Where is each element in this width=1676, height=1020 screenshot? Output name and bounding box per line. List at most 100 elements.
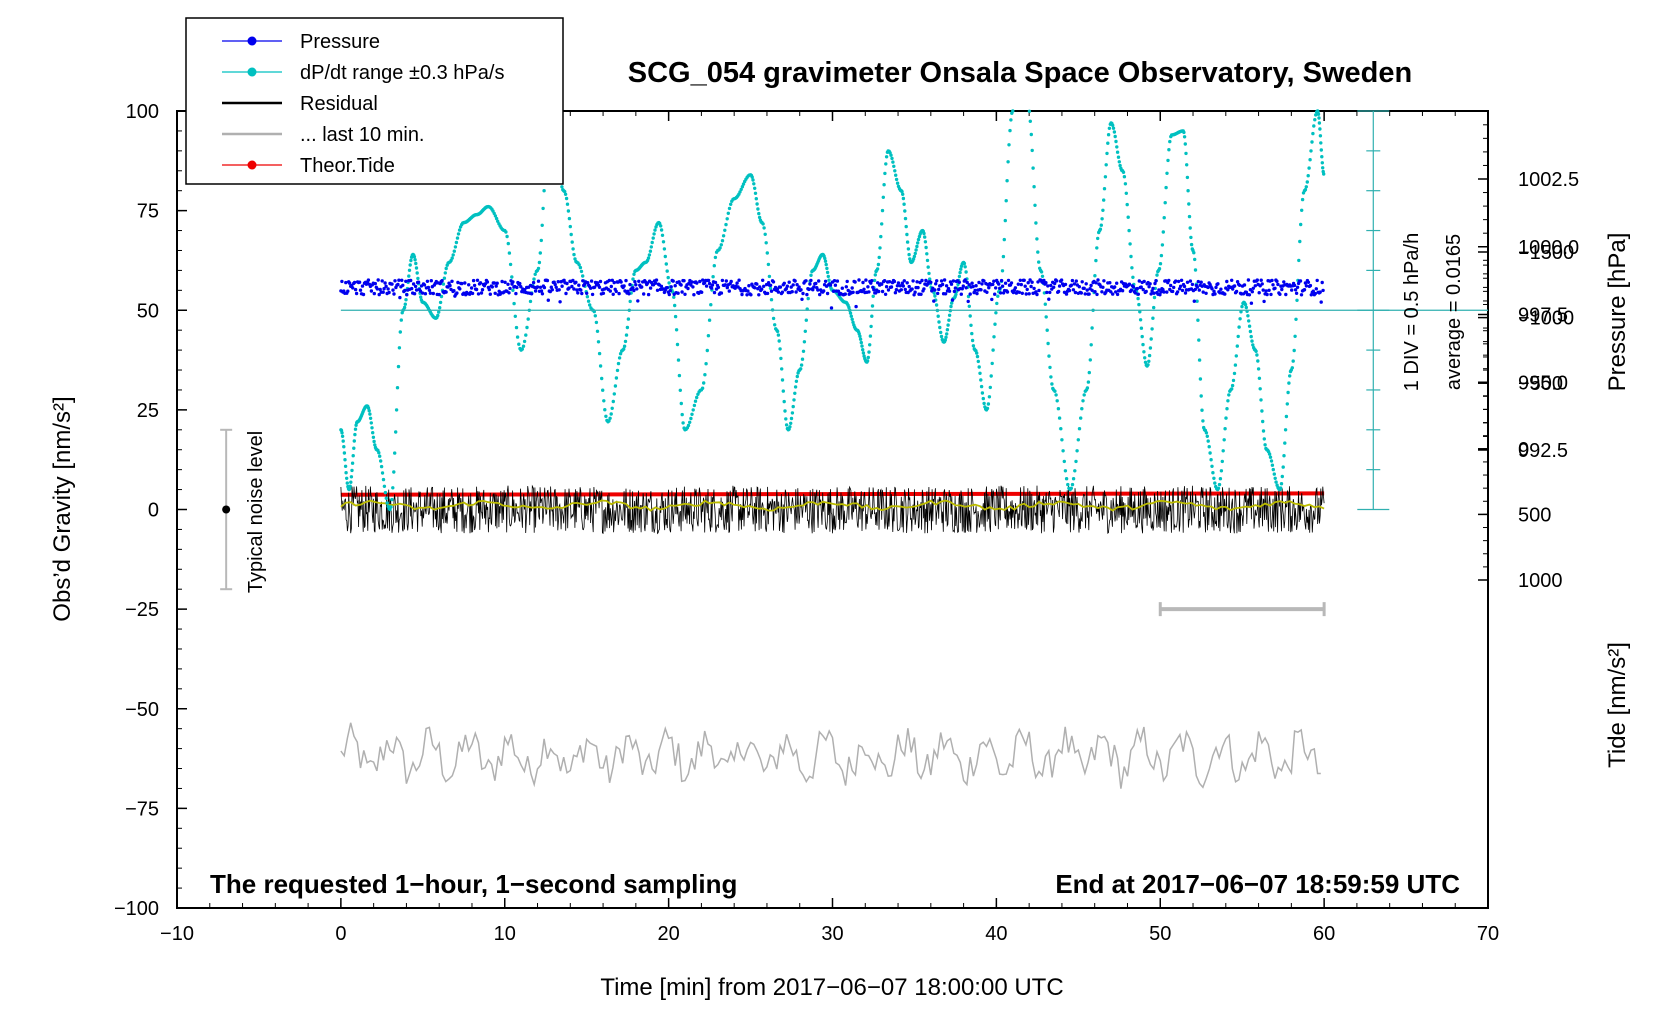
dpdt-point: [1125, 202, 1129, 207]
pressure-point: [812, 285, 816, 289]
dpdt-point: [1069, 486, 1074, 490]
dpdt-point: [1186, 189, 1190, 193]
dpdt-point: [507, 251, 512, 255]
x-tick-label: 30: [821, 923, 843, 945]
dpdt-point: [1211, 471, 1215, 475]
dpdt-point: [780, 378, 785, 382]
pressure-point: [1292, 283, 1297, 288]
dpdt-point: [454, 240, 459, 245]
legend-marker: [247, 67, 257, 77]
pressure-point: [922, 287, 926, 291]
dpdt-point: [882, 183, 886, 187]
pressure-point: [628, 282, 632, 287]
dpdt-point: [1088, 358, 1093, 362]
pressure-point: [635, 287, 639, 291]
pressure-point: [880, 282, 884, 286]
residual-smoothed-series: [340, 499, 1325, 512]
dpdt-point: [439, 294, 444, 299]
pressure-point: [571, 278, 575, 283]
pressure-point: [1196, 279, 1201, 284]
pressure-point: [380, 279, 384, 283]
dpdt-point: [933, 294, 937, 298]
pressure-point: [959, 292, 963, 296]
pressure-point: [655, 288, 660, 292]
pressure-point: [1120, 289, 1125, 293]
dpdt-point: [579, 269, 584, 274]
y-tick-label: 0: [148, 500, 159, 522]
dpdt-point: [1040, 274, 1045, 278]
dpdt-point: [893, 169, 897, 173]
pressure-point: [580, 291, 584, 296]
pressure-point: [797, 285, 801, 289]
pressure-point: [835, 279, 840, 283]
dpdt-point: [661, 240, 666, 244]
residual-series: [340, 484, 1325, 535]
pressure-point: [1100, 290, 1104, 294]
dpdt-point: [1213, 481, 1217, 485]
pressure-point: [924, 278, 928, 283]
pressure-point: [567, 286, 571, 290]
dpdt-point: [875, 267, 880, 271]
dpdt-point: [1271, 467, 1276, 472]
dpdt-point: [1251, 343, 1255, 347]
pressure-point: [642, 292, 646, 296]
dpdt-point: [979, 378, 983, 382]
pressure-point: [686, 286, 690, 291]
pressure-point: [1318, 290, 1322, 294]
dpdt-point: [992, 335, 996, 339]
dpdt-point: [600, 376, 604, 381]
pressure-point: [973, 288, 977, 293]
dpdt-point: [1106, 133, 1111, 137]
pressure-point: [1049, 283, 1053, 288]
pressure-point: [899, 288, 903, 292]
pressure-point: [965, 280, 969, 285]
dpdt-point: [914, 248, 918, 252]
pressure-point: [940, 282, 945, 287]
pressure-point: [1037, 288, 1041, 293]
dpdt-point: [679, 401, 683, 406]
pressure-point: [883, 292, 888, 296]
pressure-point: [747, 284, 751, 288]
pressure-point: [1154, 279, 1158, 283]
pressure-point: [1005, 290, 1010, 294]
pressure-point: [765, 291, 770, 296]
dpdt-point: [1009, 118, 1013, 122]
pressure-point: [1101, 285, 1105, 289]
dpdt-point: [542, 189, 546, 193]
tide-tick-label: 0: [1518, 439, 1529, 461]
pressure-point: [949, 282, 954, 286]
dpdt-point: [409, 258, 413, 263]
pressure-point: [627, 292, 631, 296]
dpdt-point: [608, 416, 612, 420]
dpdt-point: [345, 476, 349, 480]
pressure-point: [680, 290, 684, 294]
pressure-point: [1311, 289, 1316, 293]
pressure-point: [832, 279, 837, 283]
pressure-point: [999, 278, 1004, 283]
dpdt-point: [1260, 409, 1264, 413]
pressure-point: [787, 280, 791, 284]
pressure-point: [902, 279, 906, 283]
legend-box: [185, 17, 564, 185]
dpdt-point: [1033, 203, 1037, 207]
dpdt-point: [1312, 124, 1316, 128]
pressure-point: [539, 289, 544, 293]
pressure-point: [549, 285, 553, 289]
dpdt-point: [1227, 393, 1231, 397]
dpdt-point: [1307, 166, 1311, 170]
x-tick-label: 50: [1149, 923, 1171, 945]
dpdt-point: [512, 301, 516, 306]
dpdt-point: [877, 255, 881, 260]
pressure-point: [1087, 292, 1091, 296]
dpdt-point: [962, 261, 967, 266]
dpdt-point: [721, 234, 726, 238]
dpdt-point: [395, 386, 400, 390]
pressure-point: [782, 281, 786, 285]
dpdt-point: [880, 208, 885, 213]
pressure-point: [823, 279, 828, 283]
pressure-point: [423, 292, 428, 296]
dpdt-point: [1048, 365, 1052, 370]
dpdt-point: [963, 265, 967, 269]
pressure-point: [1018, 278, 1022, 282]
dpdt-point: [892, 164, 896, 168]
